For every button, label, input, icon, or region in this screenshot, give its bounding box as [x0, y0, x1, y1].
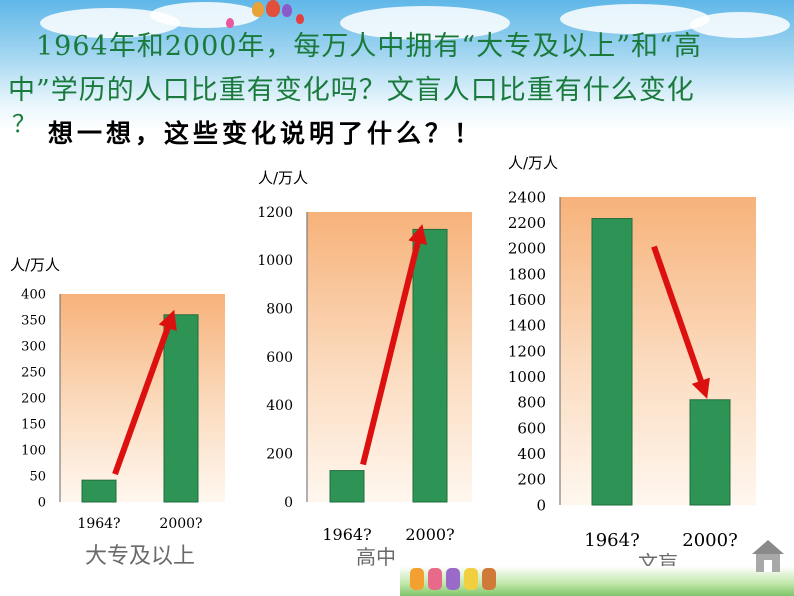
- y-tick-label: 0: [536, 496, 546, 514]
- balloon-icon: [296, 14, 304, 24]
- cloud-decoration: [150, 2, 260, 28]
- question-line-1: 1964年和2000年，每万人中拥有“大专及以上”和“高: [36, 31, 702, 62]
- y-tick-label: 300: [21, 340, 46, 355]
- y-tick-label: 400: [517, 445, 546, 463]
- chart-title: 高中: [356, 545, 396, 569]
- y-tick-label: 600: [266, 350, 293, 366]
- chart-title: 大专及以上: [85, 544, 195, 569]
- y-tick-label: 250: [21, 366, 46, 381]
- cloud-decoration: [690, 12, 790, 38]
- bar: [81, 479, 117, 503]
- cloud-decoration: [560, 4, 710, 34]
- x-category-label: 2000?: [405, 525, 454, 544]
- x-category-label: 2000?: [682, 530, 737, 551]
- y-tick-label: 1200: [508, 342, 546, 360]
- y-axis-label: 人/万人: [10, 256, 60, 274]
- bar: [689, 399, 731, 506]
- y-tick-label: 350: [21, 314, 46, 329]
- bar: [329, 470, 365, 503]
- question-line-2: 中”学历的人口比重有变化吗？文盲人口比重有什么变化: [8, 75, 695, 106]
- y-tick-label: 400: [266, 398, 293, 414]
- y-tick-label: 0: [284, 495, 293, 511]
- y-tick-label: 1000: [257, 253, 293, 269]
- question-line-3: ？: [12, 110, 36, 138]
- x-category-label: 1964?: [322, 525, 371, 544]
- y-tick-label: 100: [21, 444, 46, 459]
- balloon-icon: [226, 18, 234, 28]
- y-tick-label: 200: [517, 471, 546, 489]
- cartoon-figure-icon: [482, 568, 496, 590]
- cartoon-figure-icon: [428, 568, 442, 590]
- y-tick-label: 400: [21, 288, 46, 303]
- bar: [591, 218, 633, 506]
- trend-arrow: [112, 309, 177, 476]
- balloon-icon: [252, 2, 264, 17]
- x-category-label: 1964?: [77, 516, 120, 532]
- y-tick-label: 150: [21, 418, 46, 433]
- y-tick-label: 1200: [257, 205, 293, 221]
- y-tick-label: 800: [266, 302, 293, 318]
- balloon-icon: [266, 0, 280, 17]
- y-tick-label: 2000: [508, 240, 546, 258]
- cartoon-figure-icon: [446, 568, 460, 590]
- balloon-icon: [282, 4, 292, 17]
- x-category-label: 2000?: [159, 516, 202, 532]
- y-tick-label: 200: [266, 447, 293, 463]
- bar: [412, 228, 448, 503]
- y-tick-label: 600: [517, 419, 546, 437]
- trend-arrow: [651, 245, 710, 399]
- trend-arrow: [360, 224, 428, 466]
- think-prompt: 想一想，这些变化说明了什么？！: [48, 119, 484, 148]
- y-tick-label: 200: [21, 392, 46, 407]
- y-tick-label: 1800: [508, 265, 546, 283]
- y-axis-label: 人/万人: [258, 169, 308, 187]
- y-tick-label: 1400: [508, 317, 546, 335]
- y-tick-label: 50: [29, 470, 46, 485]
- y-tick-label: 2400: [508, 188, 546, 206]
- cartoon-figure-icon: [410, 568, 424, 590]
- y-tick-label: 800: [517, 394, 546, 412]
- y-tick-label: 1600: [508, 291, 546, 309]
- sky-banner: [0, 0, 794, 130]
- cloud-decoration: [340, 6, 510, 40]
- cartoon-figure-icon: [464, 568, 478, 590]
- y-tick-label: 2200: [508, 214, 546, 232]
- y-tick-label: 1000: [508, 368, 546, 386]
- x-category-label: 1964?: [584, 530, 639, 551]
- bar: [163, 314, 199, 503]
- home-icon[interactable]: [748, 534, 788, 578]
- y-tick-label: 0: [38, 496, 46, 511]
- y-axis-label: 人/万人: [508, 154, 558, 172]
